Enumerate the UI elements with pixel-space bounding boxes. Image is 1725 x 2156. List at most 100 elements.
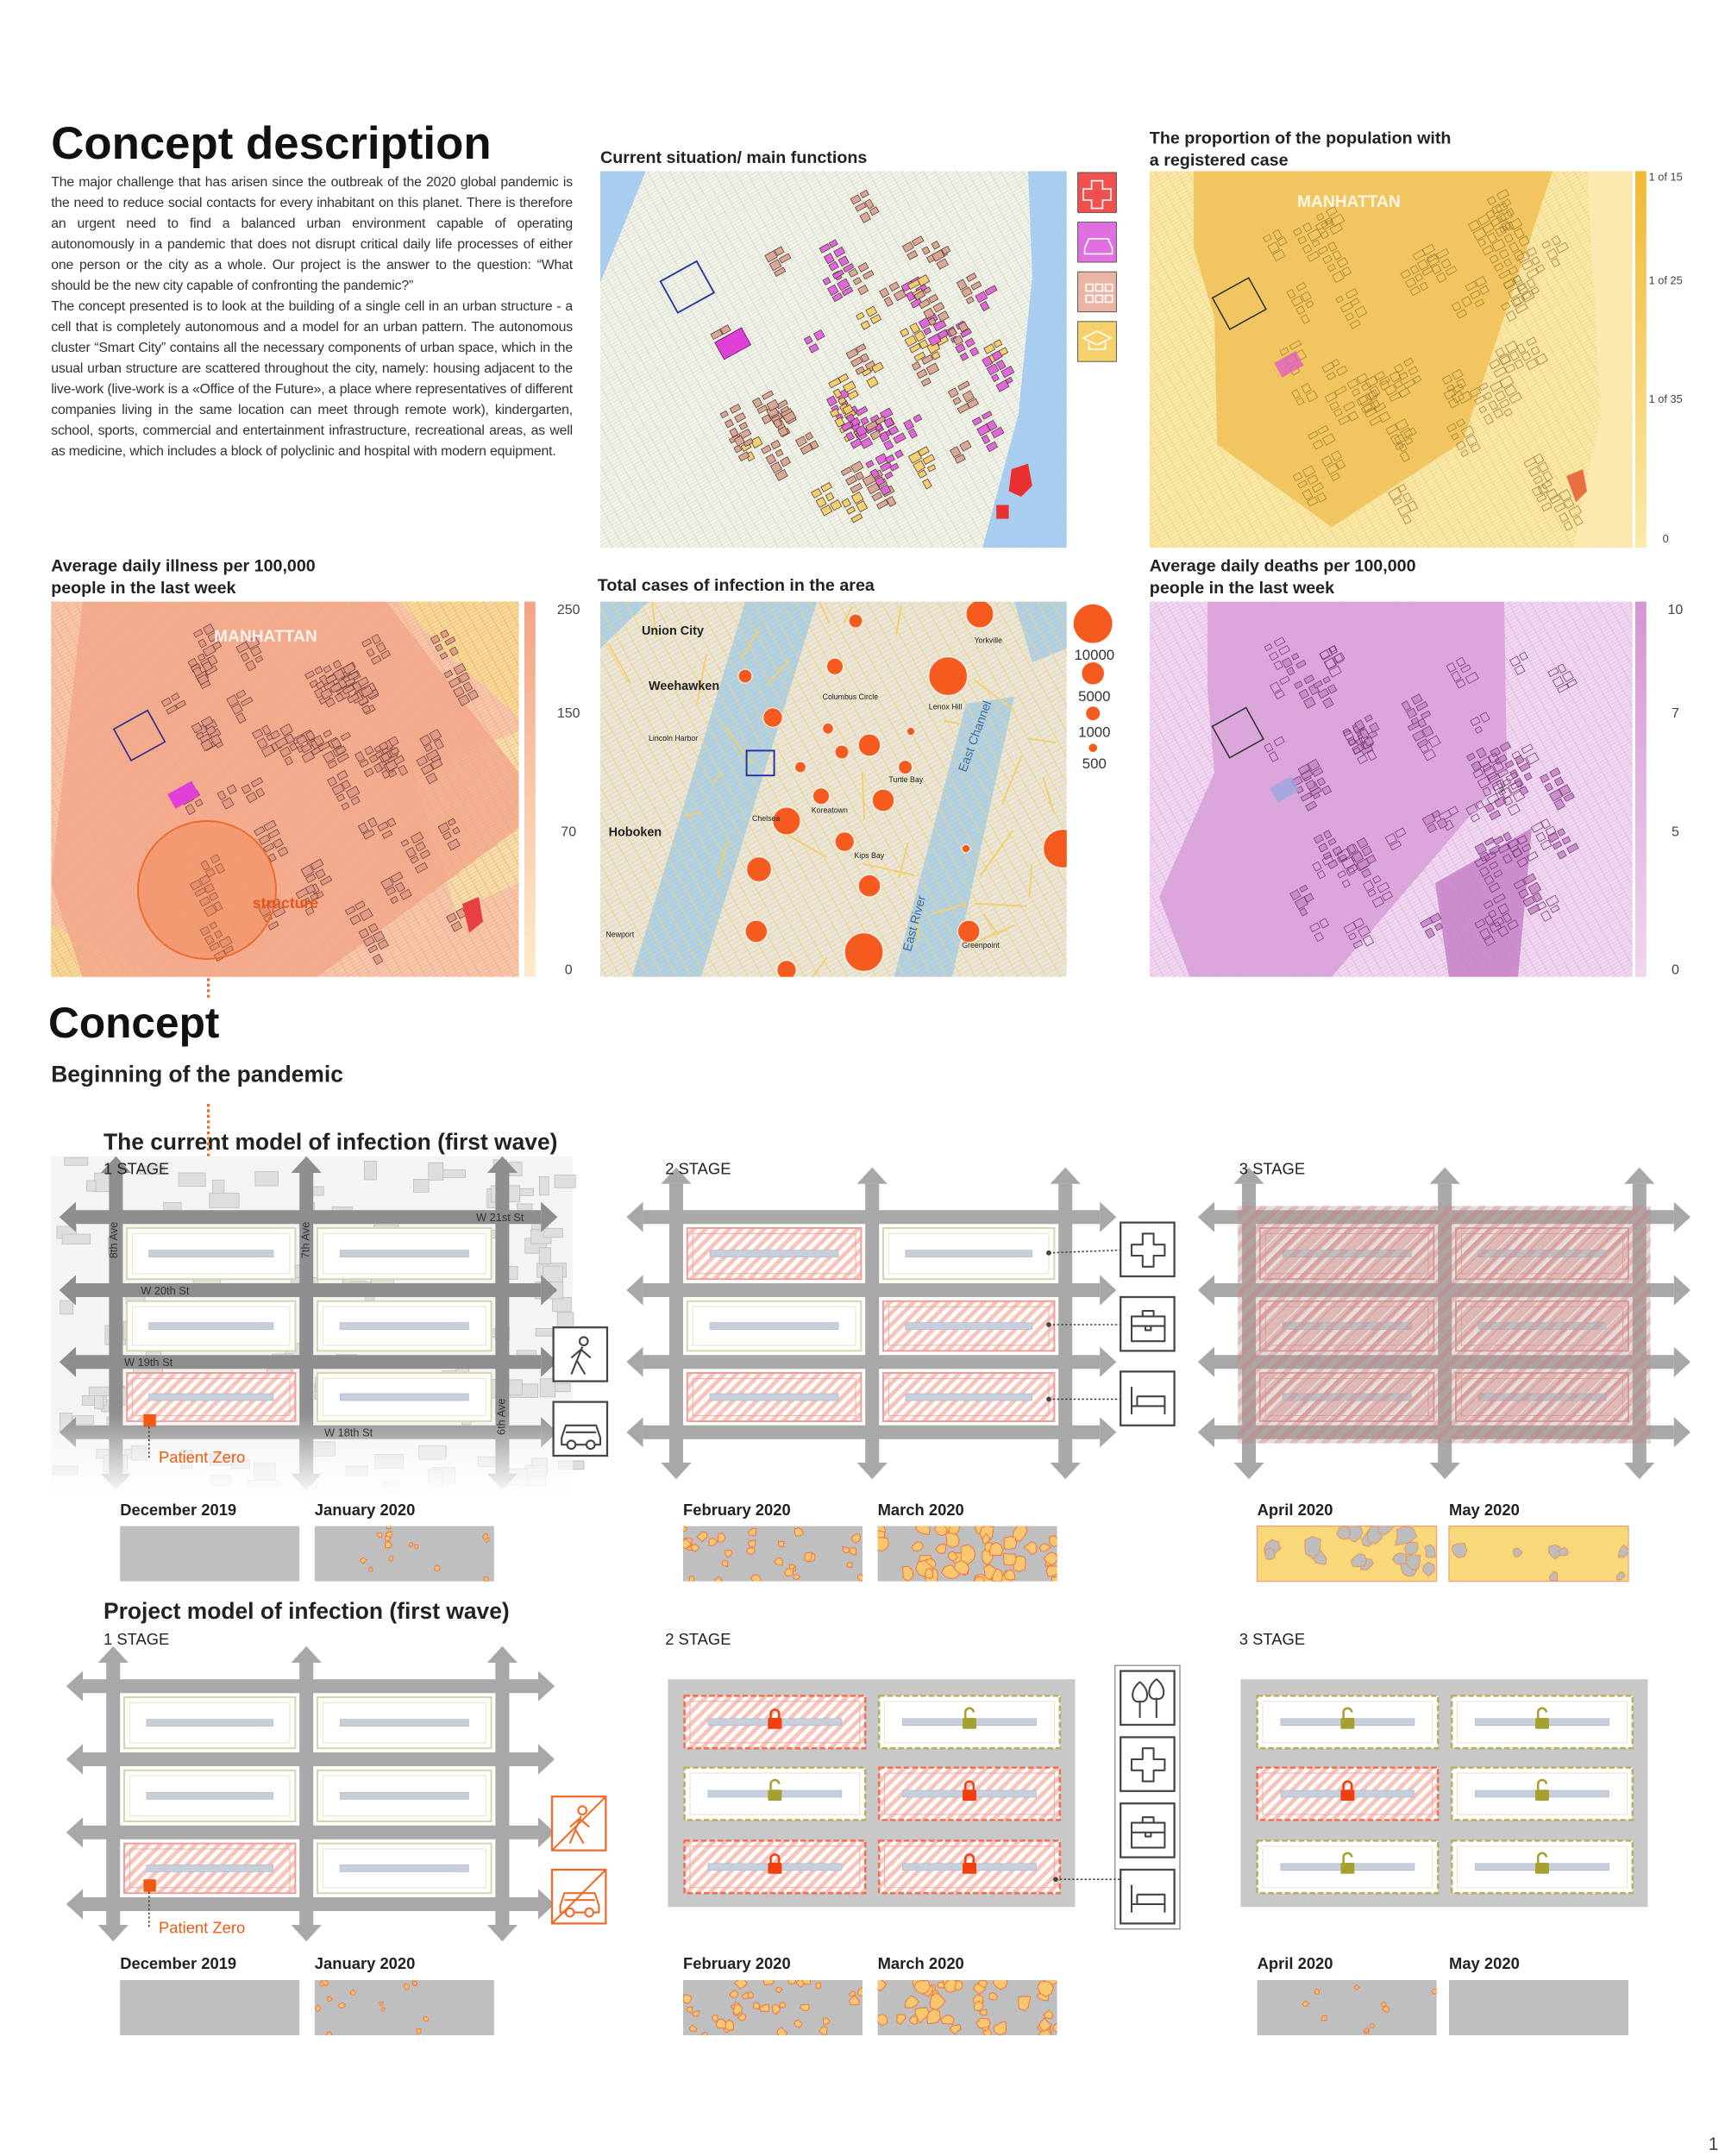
- building: [1503, 408, 1513, 417]
- icon-frame: [1120, 1221, 1176, 1278]
- block-inner: [1457, 1772, 1628, 1815]
- building: [948, 327, 957, 337]
- building-cluster: [1438, 805, 1459, 831]
- building: [1274, 689, 1285, 700]
- street: [1149, 171, 1438, 548]
- street: [600, 601, 1067, 977]
- building: [1319, 648, 1333, 661]
- building-cluster: [1499, 217, 1530, 262]
- street: [600, 171, 1067, 548]
- building: [1361, 845, 1373, 856]
- street: [217, 601, 519, 977]
- building: [859, 211, 871, 223]
- spread-blob: [804, 1551, 813, 1563]
- building: [1269, 651, 1279, 661]
- street: [600, 627, 1067, 977]
- road-arrow: [1100, 1201, 1117, 1232]
- building: [304, 883, 317, 895]
- case-bubble: [965, 601, 994, 629]
- building: [1300, 314, 1310, 324]
- building-cluster: [1264, 636, 1290, 671]
- building: [1460, 664, 1471, 674]
- case-bubble: [834, 744, 850, 760]
- spot: [787, 1980, 796, 1985]
- building-cluster: [1465, 799, 1485, 823]
- spot: [982, 1532, 991, 1545]
- building: [1305, 300, 1314, 309]
- building-cluster: [241, 777, 266, 804]
- street: [600, 171, 1067, 526]
- spread-blob: [1052, 2022, 1057, 2033]
- street: [600, 601, 1067, 977]
- building: [1325, 216, 1333, 225]
- legend-bubble: [1073, 604, 1113, 643]
- building-cluster: [1530, 818, 1557, 851]
- building: [1447, 805, 1459, 817]
- building: [380, 752, 391, 763]
- street: [1149, 171, 1480, 548]
- building: [1443, 388, 1457, 400]
- case-bubble: [857, 874, 881, 898]
- building: [1416, 738, 1429, 749]
- street: [600, 171, 1067, 548]
- icon: [561, 1424, 602, 1446]
- building-cluster: [1379, 370, 1411, 403]
- street: [1683, 0, 1725, 540]
- building: [1493, 408, 1504, 419]
- street: [600, 601, 1067, 977]
- street: [1354, 601, 1633, 977]
- building: [1496, 212, 1507, 223]
- spot: [1557, 1547, 1569, 1557]
- spread-blob: [822, 2017, 831, 2025]
- building: [1417, 718, 1427, 729]
- street: [600, 171, 1067, 548]
- building: [1546, 488, 1559, 501]
- building: [1512, 296, 1525, 307]
- building: [1448, 398, 1459, 409]
- building: [400, 838, 410, 847]
- building: [1484, 802, 1496, 813]
- building: [1302, 222, 1313, 233]
- spread-blob: [982, 1532, 991, 1545]
- scale-label: 0: [1663, 532, 1669, 545]
- street: [600, 171, 1067, 548]
- street: [600, 171, 876, 548]
- road: [973, 679, 1015, 712]
- spread-blob: [367, 1566, 373, 1572]
- building: [1536, 493, 1547, 503]
- building: [1313, 680, 1324, 689]
- spread-blob: [683, 1526, 688, 1532]
- road: [974, 902, 1027, 907]
- spot: [482, 1532, 488, 1539]
- building-cluster: [1317, 241, 1352, 284]
- building: [1305, 390, 1319, 403]
- spread-blob: [408, 1542, 414, 1548]
- spread-blob: [1043, 1551, 1057, 1566]
- building-cluster: [326, 769, 361, 811]
- street-grid: [600, 171, 1067, 548]
- spot: [411, 1980, 417, 1987]
- building: [1572, 515, 1584, 527]
- street: [1709, 0, 1725, 954]
- building: [847, 390, 859, 401]
- high-zone: [1435, 828, 1532, 977]
- building: [1269, 681, 1282, 694]
- spot: [799, 2003, 810, 2012]
- building: [1451, 390, 1465, 404]
- building: [1364, 375, 1378, 388]
- building: [926, 464, 937, 473]
- building-bar: [146, 1719, 273, 1727]
- street: [600, 601, 1067, 977]
- building-cluster: [1264, 736, 1285, 762]
- building: [1513, 879, 1526, 890]
- building-cluster: [1483, 893, 1519, 937]
- section-title: The current model of infection (first wa…: [104, 1129, 557, 1155]
- building: [1489, 254, 1499, 264]
- spread-blob: [1451, 1543, 1468, 1558]
- scale-label: 0: [565, 963, 573, 978]
- building: [886, 496, 897, 507]
- spot: [804, 1551, 813, 1563]
- spot: [1377, 1526, 1396, 1536]
- building: [1499, 741, 1512, 752]
- street: [1149, 171, 1633, 548]
